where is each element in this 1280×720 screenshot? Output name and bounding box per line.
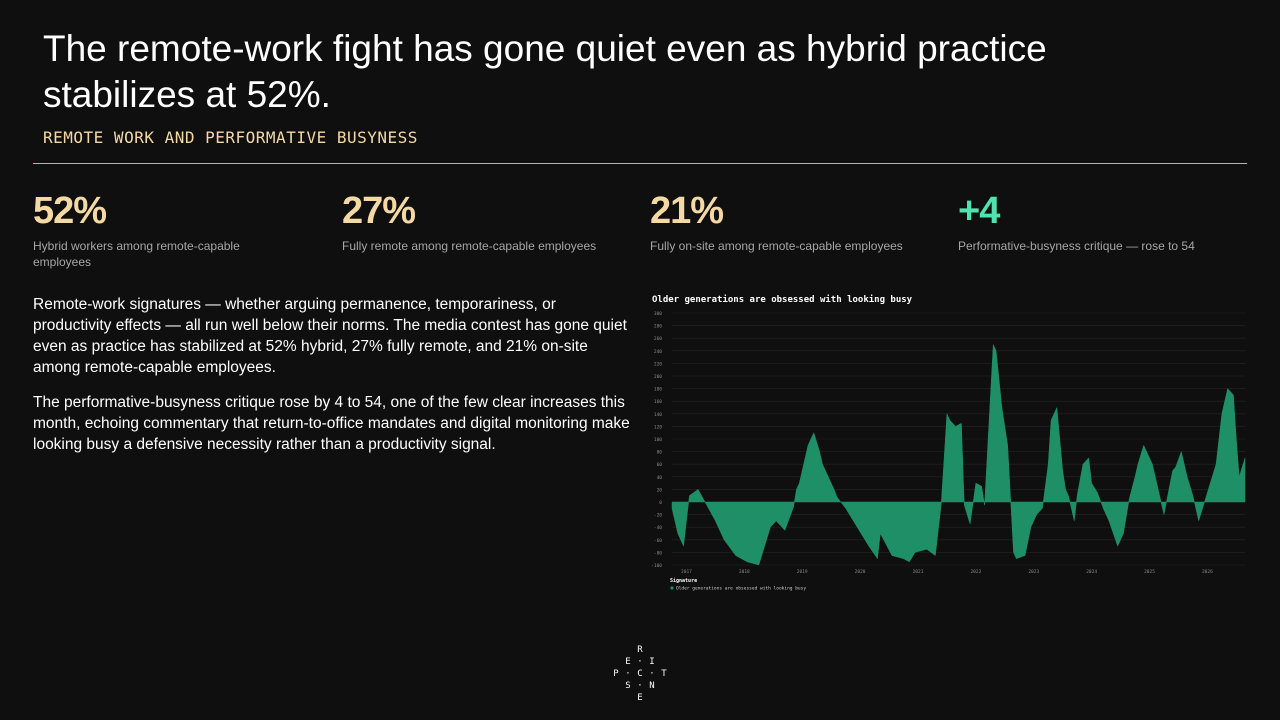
logo-letter: I [649, 657, 655, 667]
body-text: Remote-work signatures — whether arguing… [33, 294, 633, 469]
logo-dot: · [649, 669, 655, 679]
y-tick-label: 40 [657, 475, 663, 481]
kpi-on-site: 21% Fully on-site among remote-capable e… [650, 190, 950, 254]
y-tick-label: 120 [654, 424, 662, 430]
x-tick-label: 2019 [797, 569, 808, 575]
area-chart: Older generations are obsessed with look… [651, 294, 1246, 592]
y-tick-label: -40 [654, 525, 662, 531]
logo-dot: · [637, 681, 643, 691]
y-tick-label: 300 [654, 311, 662, 317]
y-tick-label: -60 [654, 538, 662, 544]
y-tick-label: -20 [654, 513, 662, 519]
legend-title: Signature [670, 578, 697, 584]
logo-letter: P [613, 669, 619, 679]
logo-letter: T [661, 669, 667, 679]
divider-rule [33, 163, 1247, 164]
logo-letter: E [625, 657, 631, 667]
series-area [671, 344, 1246, 566]
kpi-value: 27% [342, 190, 416, 232]
kpi-label: Performative-busyness critique — rose to… [958, 239, 1195, 253]
kpi-fully-remote: 27% Fully remote among remote-capable em… [342, 190, 642, 254]
kpi-label: Fully on-site among remote-capable emplo… [650, 239, 903, 253]
logo-dot: · [637, 657, 643, 667]
x-tick-label: 2017 [681, 569, 692, 575]
kpi-label: Hybrid workers among remote-capable empl… [33, 239, 240, 269]
page-title: The remote-work fight has gone quiet eve… [43, 28, 1047, 115]
logo-letter: R [637, 645, 643, 655]
logo-letter: S [625, 681, 631, 691]
logo-letter: N [649, 681, 655, 691]
paragraph: The performative-busyness critique rose … [33, 394, 630, 453]
y-tick-label: 80 [657, 450, 663, 456]
logo-dot: · [625, 669, 631, 679]
y-tick-label: 0 [659, 500, 662, 506]
x-tick-label: 2024 [1086, 569, 1097, 575]
page-subtitle: REMOTE WORK AND PERFORMATIVE BUSYNESS [43, 128, 418, 147]
kpi-value: +4 [958, 190, 1000, 232]
y-tick-label: -80 [654, 550, 662, 556]
y-tick-label: -100 [651, 563, 662, 569]
x-tick-label: 2025 [1144, 569, 1155, 575]
kpi-busyness-change: +4 Performative-busyness critique — rose… [958, 190, 1258, 254]
y-tick-label: 20 [657, 487, 663, 493]
y-tick-label: 260 [654, 336, 662, 342]
legend-swatch [670, 586, 674, 590]
legend-entry: Older generations are obsessed with look… [676, 586, 806, 592]
x-tick-label: 2023 [1028, 569, 1039, 575]
kpi-value: 52% [33, 190, 107, 232]
y-tick-label: 60 [657, 462, 663, 468]
chart-title: Older generations are obsessed with look… [652, 294, 913, 305]
y-tick-label: 220 [654, 361, 662, 367]
y-tick-label: 240 [654, 349, 662, 355]
x-tick-label: 2020 [855, 569, 866, 575]
y-tick-label: 100 [654, 437, 662, 443]
paragraph: Remote-work signatures — whether arguing… [33, 296, 627, 376]
y-tick-label: 200 [654, 374, 662, 380]
y-tick-label: 160 [654, 399, 662, 405]
x-tick-label: 2021 [913, 569, 924, 575]
kpi-label: Fully remote among remote-capable employ… [342, 239, 597, 253]
y-tick-label: 140 [654, 412, 662, 418]
logo-letter: C [637, 669, 643, 679]
x-tick-label: 2022 [970, 569, 981, 575]
y-tick-label: 280 [654, 324, 662, 330]
y-tick-label: 180 [654, 387, 662, 393]
kpi-value: 21% [650, 190, 724, 232]
logo-letter: E [637, 693, 643, 703]
kpi-hybrid: 52% Hybrid workers among remote-capable … [33, 190, 333, 270]
chart: Older generations are obsessed with look… [648, 290, 1248, 595]
x-tick-label: 2026 [1202, 569, 1213, 575]
brand-logo: R E I P C T S N E · · · · [610, 645, 670, 703]
x-tick-label: 2018 [739, 569, 750, 575]
